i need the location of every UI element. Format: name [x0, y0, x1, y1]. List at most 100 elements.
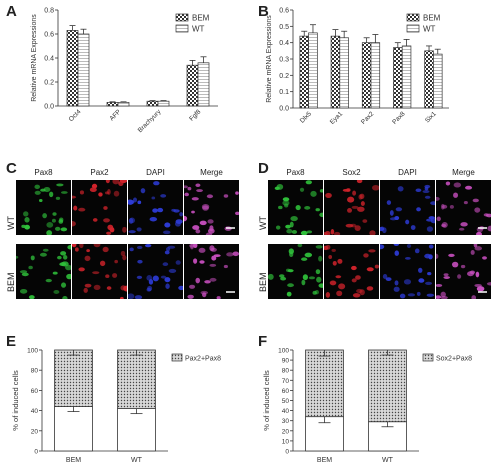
nucleus [422, 190, 430, 194]
nucleus [443, 273, 449, 277]
nucleus [324, 245, 329, 251]
nucleus [65, 264, 71, 271]
nucleus [136, 245, 143, 250]
nucleus [46, 222, 54, 228]
nucleus [128, 293, 135, 299]
nucleus [160, 194, 167, 198]
col-header-merge: Merge [452, 168, 475, 177]
nucleus [204, 280, 211, 284]
nucleus [310, 190, 317, 197]
nucleus [426, 226, 434, 232]
nucleus [366, 267, 374, 272]
nucleus [168, 268, 177, 273]
nucleus [288, 248, 294, 255]
nucleus [336, 290, 343, 297]
micrograph-dapi-tile [128, 180, 183, 235]
nucleus [34, 184, 40, 190]
row-label-bem: BEM [258, 272, 268, 292]
legend-swatch [171, 353, 183, 362]
nucleus [415, 188, 422, 193]
micrograph-merge-tile [436, 244, 491, 299]
nucleus [60, 251, 67, 256]
nucleus [448, 253, 455, 257]
nucleus [319, 212, 323, 218]
nucleus [416, 207, 421, 212]
stacked-bar-segment [305, 349, 344, 418]
y-tick-label: 30 [282, 418, 290, 425]
bar [106, 102, 119, 107]
chart-e: 0 20 40 60 80 100 % of induced cells BEM WT Pax2+… [11, 348, 221, 465]
nucleus [427, 272, 432, 276]
panel-label-f: F [258, 333, 268, 350]
nucleus [282, 197, 290, 202]
nucleus [472, 198, 479, 203]
nucleus [60, 191, 68, 194]
nucleus [312, 290, 317, 295]
nucleus [175, 260, 181, 265]
nucleus [410, 225, 416, 230]
y-tick-label: 0.6 [44, 32, 54, 39]
y-tick-label: 0.5 [279, 24, 289, 31]
y-tick-label: 60 [282, 388, 290, 395]
micrograph-channel2-tile [72, 244, 127, 299]
nucleus [460, 222, 468, 227]
nucleus [79, 244, 84, 249]
nucleus [474, 246, 483, 251]
nucleus [105, 191, 110, 195]
y-tick-label: 0.4 [44, 56, 54, 63]
nucleus [457, 274, 462, 279]
col-header-pax8: Pax8 [286, 168, 305, 177]
nucleus [57, 255, 62, 260]
stacked-bar-segment [54, 406, 93, 452]
nucleus [329, 280, 337, 286]
y-tick-label: 0.0 [44, 104, 54, 111]
nucleus [105, 180, 110, 184]
nucleus [122, 255, 127, 261]
nucleus [91, 183, 98, 189]
nucleus [66, 273, 71, 280]
nucleus [282, 200, 290, 206]
nucleus [428, 244, 434, 249]
nucleus [152, 275, 159, 282]
nucleus [21, 272, 29, 277]
nucleus [211, 255, 217, 261]
nucleus [19, 288, 28, 294]
nucleus [405, 219, 410, 225]
nucleus [395, 207, 403, 212]
nucleus [356, 180, 363, 184]
chart-f: 0 10 20 30 40 50 60 70 80 90 100 % of induced cells… [262, 348, 472, 465]
nucleus [106, 286, 112, 290]
nucleus [46, 230, 53, 235]
nucleus [482, 256, 487, 260]
nucleus [164, 250, 170, 255]
y-tick-label: 60 [31, 388, 39, 395]
nucleus [425, 281, 433, 285]
nucleus [93, 244, 101, 248]
nucleus [58, 219, 64, 224]
panel-label-d: D [258, 160, 269, 177]
y-tick-label: 90 [282, 358, 290, 365]
nucleus [476, 286, 485, 292]
nucleus [407, 293, 416, 297]
nucleus [164, 277, 171, 283]
nucleus [359, 289, 365, 296]
x-tick-label: WT [382, 457, 394, 464]
nucleus [470, 249, 475, 255]
legend-label: BEM [192, 14, 210, 23]
legend-label: BEM [423, 14, 441, 23]
nucleus [474, 207, 481, 213]
nucleus [424, 195, 431, 199]
bar [186, 64, 199, 107]
micrograph-dapi-tile [128, 244, 183, 299]
nucleus [195, 183, 201, 187]
nucleus [189, 284, 196, 289]
x-tick-label: BEM [66, 457, 81, 464]
nucleus [487, 225, 491, 232]
nucleus [136, 227, 142, 232]
y-tick-label: 100 [278, 348, 289, 355]
nucleus [72, 244, 77, 248]
legend-label: Pax2+Pax8 [185, 356, 221, 363]
nucleus [440, 291, 446, 298]
row-label-bem: BEM [6, 272, 16, 292]
bar [339, 37, 349, 109]
